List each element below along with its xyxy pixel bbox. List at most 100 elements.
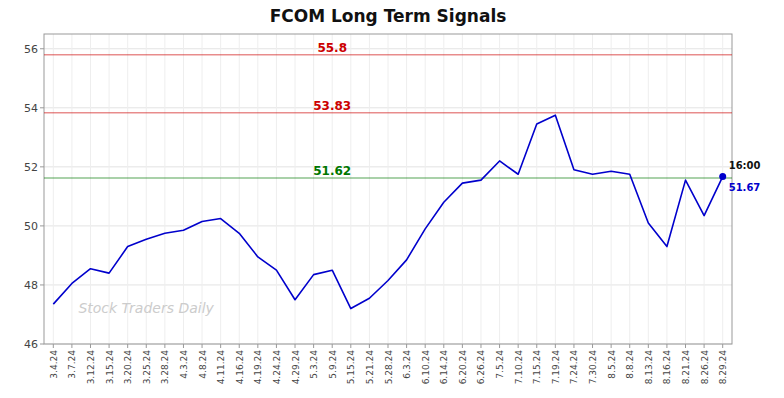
end-time-label: 16:00 bbox=[729, 160, 761, 171]
x-tick bbox=[425, 344, 426, 348]
x-tick-label: 4.8.24 bbox=[198, 350, 208, 379]
x-tick-label: 5.15.24 bbox=[346, 350, 356, 385]
x-tick bbox=[183, 344, 184, 348]
x-tick-label: 6.20.24 bbox=[458, 350, 468, 385]
x-tick-label: 4.16.24 bbox=[235, 350, 245, 385]
x-grid-line bbox=[332, 34, 333, 344]
x-grid-line bbox=[666, 34, 667, 344]
x-grid-line bbox=[202, 34, 203, 344]
x-tick bbox=[90, 344, 91, 348]
x-grid-line bbox=[313, 34, 314, 344]
price-line bbox=[53, 115, 722, 308]
x-tick-label: 7.15.24 bbox=[532, 350, 542, 385]
x-tick-label: 5.21.24 bbox=[365, 350, 375, 385]
x-tick-label: 3.20.24 bbox=[123, 350, 133, 385]
x-tick bbox=[164, 344, 165, 348]
x-tick bbox=[685, 344, 686, 348]
plot-frame bbox=[44, 34, 732, 344]
x-tick bbox=[722, 344, 723, 348]
x-tick-label: 7.24.24 bbox=[569, 350, 579, 385]
x-tick bbox=[295, 344, 296, 348]
x-tick-label: 4.19.24 bbox=[253, 350, 263, 385]
y-tick-label: 56 bbox=[24, 43, 38, 56]
x-tick-label: 4.29.24 bbox=[291, 350, 301, 385]
y-tick bbox=[40, 344, 44, 345]
x-tick-label: 7.19.24 bbox=[551, 350, 561, 385]
x-tick bbox=[406, 344, 407, 348]
x-tick-label: 5.3.24 bbox=[309, 350, 319, 379]
x-tick-label: 7.5.24 bbox=[495, 350, 505, 379]
x-tick-label: 7.30.24 bbox=[588, 350, 598, 385]
x-tick bbox=[536, 344, 537, 348]
x-tick-label: 8.16.24 bbox=[662, 350, 672, 385]
x-grid-line bbox=[220, 34, 221, 344]
x-tick-label: 8.21.24 bbox=[681, 350, 691, 385]
x-grid-line bbox=[518, 34, 519, 344]
x-tick bbox=[462, 344, 463, 348]
x-tick bbox=[480, 344, 481, 348]
x-grid-line bbox=[592, 34, 593, 344]
x-tick-label: 6.26.24 bbox=[476, 350, 486, 385]
reference-label: 53.83 bbox=[313, 99, 351, 113]
x-tick-label: 3.15.24 bbox=[105, 350, 115, 385]
x-tick bbox=[666, 344, 667, 348]
y-tick bbox=[40, 284, 44, 285]
x-grid-line bbox=[276, 34, 277, 344]
x-tick bbox=[220, 344, 221, 348]
x-tick-label: 3.4.24 bbox=[49, 350, 59, 379]
x-tick-label: 6.14.24 bbox=[439, 350, 449, 385]
x-tick-label: 6.3.24 bbox=[402, 350, 412, 379]
x-tick bbox=[611, 344, 612, 348]
x-tick-label: 4.11.24 bbox=[216, 350, 226, 385]
x-grid-line bbox=[71, 34, 72, 344]
x-tick-label: 8.5.24 bbox=[607, 350, 617, 379]
x-grid-line bbox=[146, 34, 147, 344]
x-tick-label: 8.26.24 bbox=[700, 350, 710, 385]
y-tick-label: 52 bbox=[24, 161, 38, 174]
x-grid-line bbox=[239, 34, 240, 344]
x-tick bbox=[592, 344, 593, 348]
x-grid-line bbox=[462, 34, 463, 344]
x-grid-line bbox=[611, 34, 612, 344]
x-tick-label: 3.28.24 bbox=[160, 350, 170, 385]
x-grid-line bbox=[350, 34, 351, 344]
x-tick bbox=[239, 344, 240, 348]
x-grid-line bbox=[704, 34, 705, 344]
y-tick bbox=[40, 107, 44, 108]
x-grid-line bbox=[295, 34, 296, 344]
x-grid-line bbox=[257, 34, 258, 344]
x-grid-line bbox=[629, 34, 630, 344]
y-tick-label: 48 bbox=[24, 279, 38, 292]
x-grid-line bbox=[443, 34, 444, 344]
reference-line bbox=[44, 177, 732, 179]
x-tick bbox=[555, 344, 556, 348]
x-tick bbox=[704, 344, 705, 348]
y-tick bbox=[40, 166, 44, 167]
x-grid-line bbox=[722, 34, 723, 344]
x-tick bbox=[629, 344, 630, 348]
x-grid-line bbox=[536, 34, 537, 344]
y-tick bbox=[40, 225, 44, 226]
reference-line bbox=[44, 112, 732, 114]
x-grid-line bbox=[555, 34, 556, 344]
x-tick bbox=[257, 344, 258, 348]
x-tick bbox=[71, 344, 72, 348]
x-tick-label: 8.29.24 bbox=[718, 350, 728, 385]
x-grid-line bbox=[164, 34, 165, 344]
y-axis: 464850525456 bbox=[24, 43, 44, 351]
x-tick bbox=[53, 344, 54, 348]
x-tick bbox=[313, 344, 314, 348]
x-grid-line bbox=[90, 34, 91, 344]
reference-label: 55.8 bbox=[317, 41, 347, 55]
x-grid-line bbox=[425, 34, 426, 344]
watermark: Stock Traders Daily bbox=[78, 300, 214, 316]
x-grid-line bbox=[388, 34, 389, 344]
grid bbox=[44, 34, 732, 344]
x-tick-label: 3.25.24 bbox=[142, 350, 152, 385]
chart: 4648505254563.4.243.7.243.12.243.15.243.… bbox=[0, 0, 784, 398]
x-tick-label: 3.12.24 bbox=[86, 350, 96, 385]
x-grid-line bbox=[183, 34, 184, 344]
reference-line bbox=[44, 54, 732, 56]
x-tick bbox=[146, 344, 147, 348]
title: FCOM Long Term Signals bbox=[270, 6, 507, 26]
